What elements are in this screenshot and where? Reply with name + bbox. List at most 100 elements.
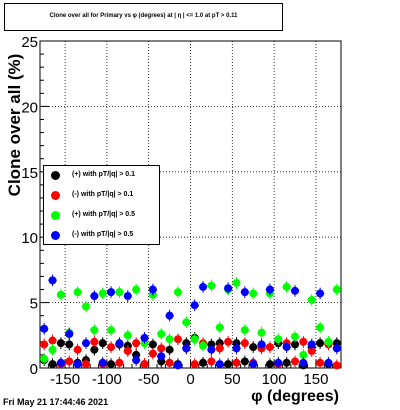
- data-point: [123, 346, 132, 355]
- data-point: [123, 331, 132, 340]
- data-point: [98, 358, 107, 367]
- data-point: [98, 289, 107, 298]
- data-point: [316, 289, 325, 298]
- legend-item: (+) with pT/|q| > 0.1: [44, 166, 161, 186]
- data-point: [215, 360, 224, 369]
- data-point: [165, 311, 174, 320]
- data-point: [232, 278, 241, 287]
- data-point: [48, 276, 57, 285]
- data-point: [274, 358, 283, 367]
- data-point: [140, 333, 149, 342]
- y-tick-label: 5: [30, 296, 38, 313]
- data-point: [140, 360, 149, 369]
- legend-item: (+) with pT/|q| > 0.5: [44, 206, 161, 226]
- data-point: [307, 346, 316, 355]
- data-point: [173, 335, 182, 344]
- data-point: [190, 335, 199, 344]
- data-point: [232, 358, 241, 367]
- data-point: [107, 360, 116, 369]
- data-point: [90, 337, 99, 346]
- series-group: [40, 274, 341, 370]
- x-tick-label: 150: [303, 371, 328, 388]
- data-point: [324, 358, 333, 367]
- data-point: [332, 285, 341, 294]
- data-point: [81, 339, 90, 348]
- data-point: [81, 302, 90, 311]
- data-point: [291, 332, 300, 341]
- data-point: [240, 326, 249, 335]
- y-tick-label: 15: [21, 165, 38, 182]
- data-point: [291, 340, 300, 349]
- data-point: [257, 340, 266, 349]
- data-point: [282, 343, 291, 352]
- data-point: [299, 337, 308, 346]
- data-point: [56, 358, 65, 367]
- data-point: [148, 349, 157, 358]
- data-point: [90, 292, 99, 301]
- data-point: [332, 361, 341, 370]
- data-point: [316, 323, 325, 332]
- data-point: [299, 358, 308, 367]
- data-point: [207, 357, 216, 366]
- legend-label: (+) with pT/|q| > 0.5: [72, 211, 136, 218]
- data-point: [40, 324, 49, 333]
- grid-layer: [40, 41, 341, 368]
- data-point: [316, 358, 325, 367]
- data-point: [265, 360, 274, 369]
- data-point: [73, 345, 82, 354]
- data-point: [157, 352, 166, 361]
- data-point: [182, 344, 191, 353]
- x-tick-label: 0: [186, 371, 194, 388]
- series-group: [40, 333, 341, 370]
- data-point: [90, 326, 99, 335]
- data-point: [132, 285, 141, 294]
- data-point: [307, 340, 316, 349]
- legend: (+) with pT/|q| > 0.1 (-) with pT/|q| > …: [43, 165, 160, 245]
- data-point: [65, 340, 74, 349]
- data-point: [332, 344, 341, 353]
- data-point: [299, 350, 308, 359]
- data-point: [56, 290, 65, 299]
- data-point: [107, 288, 116, 297]
- data-point: [240, 288, 249, 297]
- data-point: [115, 288, 124, 297]
- data-point: [190, 360, 199, 369]
- data-point: [165, 345, 174, 354]
- x-tick-label: -50: [138, 371, 160, 388]
- data-point: [90, 345, 99, 354]
- data-point: [81, 360, 90, 369]
- data-point: [249, 289, 258, 298]
- data-point: [324, 337, 333, 346]
- y-tick-label: 20: [21, 99, 38, 116]
- data-point: [249, 343, 258, 352]
- timestamp-footer: Fri May 21 17:44:46 2021: [3, 397, 109, 407]
- tick-layer: -150 -100 -50 0 50 100 150 0 5 10 15 20 25: [21, 34, 334, 388]
- data-point: [240, 357, 249, 366]
- data-point: [123, 292, 132, 301]
- legend-label: (-) with pT/|q| > 0.1: [72, 191, 134, 198]
- y-tick-label: 10: [21, 230, 38, 247]
- legend-label: (-) with pT/|q| > 0.5: [72, 231, 134, 238]
- x-tick-label: -150: [50, 371, 80, 388]
- data-point: [265, 285, 274, 294]
- data-point: [232, 344, 241, 353]
- chart-title: Clone over all for Primary vs φ (degrees…: [49, 13, 238, 19]
- legend-marker: [51, 211, 60, 220]
- data-point: [98, 339, 107, 348]
- y-tick-label: 25: [21, 34, 38, 51]
- x-axis-title: φ (degrees): [251, 388, 339, 405]
- title-box: Clone over all for Primary vs φ (degrees…: [4, 3, 283, 31]
- data-point: [215, 323, 224, 332]
- data-point: [257, 328, 266, 337]
- data-point: [190, 301, 199, 310]
- data-point: [282, 358, 291, 367]
- data-point: [157, 344, 166, 353]
- data-point: [132, 339, 141, 348]
- data-point: [207, 281, 216, 290]
- data-point: [173, 361, 182, 370]
- data-point: [182, 318, 191, 327]
- data-point: [132, 356, 141, 365]
- data-point: [224, 337, 233, 346]
